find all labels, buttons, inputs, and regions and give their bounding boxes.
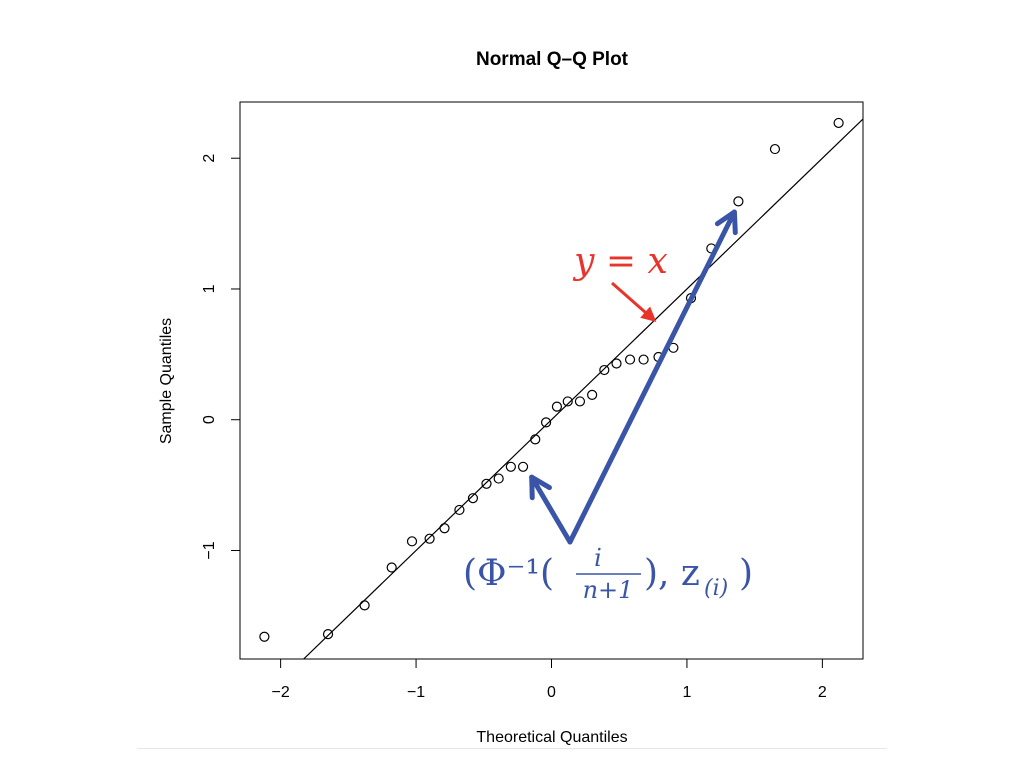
chart-title: Normal Q–Q Plot bbox=[476, 49, 629, 70]
point-label-arrowhead-left bbox=[529, 474, 552, 501]
point-label-arrow-right bbox=[567, 209, 737, 545]
y-tick-label: −1 bbox=[201, 541, 218, 559]
data-point bbox=[530, 434, 541, 445]
formula-prefix: (Φ⁻¹( bbox=[463, 553, 554, 594]
x-axis-label: Theoretical Quantiles bbox=[476, 729, 627, 746]
data-point bbox=[322, 629, 334, 640]
x-tick-label: 0 bbox=[547, 684, 556, 701]
x-axis: −2 −1 0 1 2 bbox=[272, 658, 827, 701]
data-point bbox=[259, 631, 270, 642]
line-label: y = x bbox=[572, 241, 668, 282]
data-point bbox=[611, 358, 622, 369]
formula-numerator: i bbox=[594, 544, 602, 572]
reference-line-y-equals-x bbox=[303, 118, 863, 659]
x-tick-label: 1 bbox=[682, 684, 691, 701]
data-point bbox=[517, 461, 529, 472]
line-annotation: y = x bbox=[572, 241, 668, 322]
formula-middle: ), z bbox=[644, 553, 700, 594]
point-label-arrow-left bbox=[529, 474, 573, 545]
data-point bbox=[359, 600, 370, 611]
data-point bbox=[551, 401, 563, 412]
y-axis-label: Sample Quantiles bbox=[158, 318, 175, 444]
data-point bbox=[574, 396, 586, 407]
formula-subscript: (i) bbox=[704, 576, 728, 601]
data-point bbox=[587, 389, 598, 400]
data-point bbox=[562, 396, 573, 407]
data-point bbox=[599, 364, 610, 376]
x-tick-label: −1 bbox=[407, 684, 425, 701]
data-point bbox=[624, 354, 636, 365]
data-point bbox=[638, 354, 649, 365]
data-point bbox=[454, 504, 465, 516]
x-tick-label: 2 bbox=[818, 684, 827, 701]
data-point bbox=[540, 417, 552, 428]
point-annotation: (Φ⁻¹( i n+1 ), z (i) ) bbox=[463, 209, 753, 604]
point-label-formula: (Φ⁻¹( i n+1 ), z (i) ) bbox=[463, 544, 753, 604]
data-point bbox=[733, 196, 744, 207]
data-point bbox=[481, 478, 492, 489]
y-axis: −1 0 1 2 bbox=[201, 154, 240, 560]
data-point bbox=[493, 473, 504, 484]
data-point bbox=[505, 461, 516, 472]
data-point bbox=[406, 536, 418, 547]
data-point bbox=[467, 493, 479, 504]
formula-denominator: n+1 bbox=[583, 576, 634, 604]
y-tick-label: 1 bbox=[201, 284, 218, 293]
data-point bbox=[386, 562, 397, 573]
y-tick-label: 0 bbox=[201, 415, 218, 424]
x-tick-label: −2 bbox=[272, 684, 290, 701]
data-point bbox=[424, 533, 435, 544]
data-point bbox=[769, 143, 781, 155]
point-label-arrowhead-right bbox=[714, 209, 738, 236]
line-label-arrow bbox=[611, 281, 657, 322]
data-point bbox=[833, 117, 844, 129]
data-point bbox=[439, 523, 450, 534]
y-tick-label: 2 bbox=[201, 154, 218, 163]
bottom-divider bbox=[137, 748, 887, 749]
formula-close: ) bbox=[739, 553, 753, 594]
